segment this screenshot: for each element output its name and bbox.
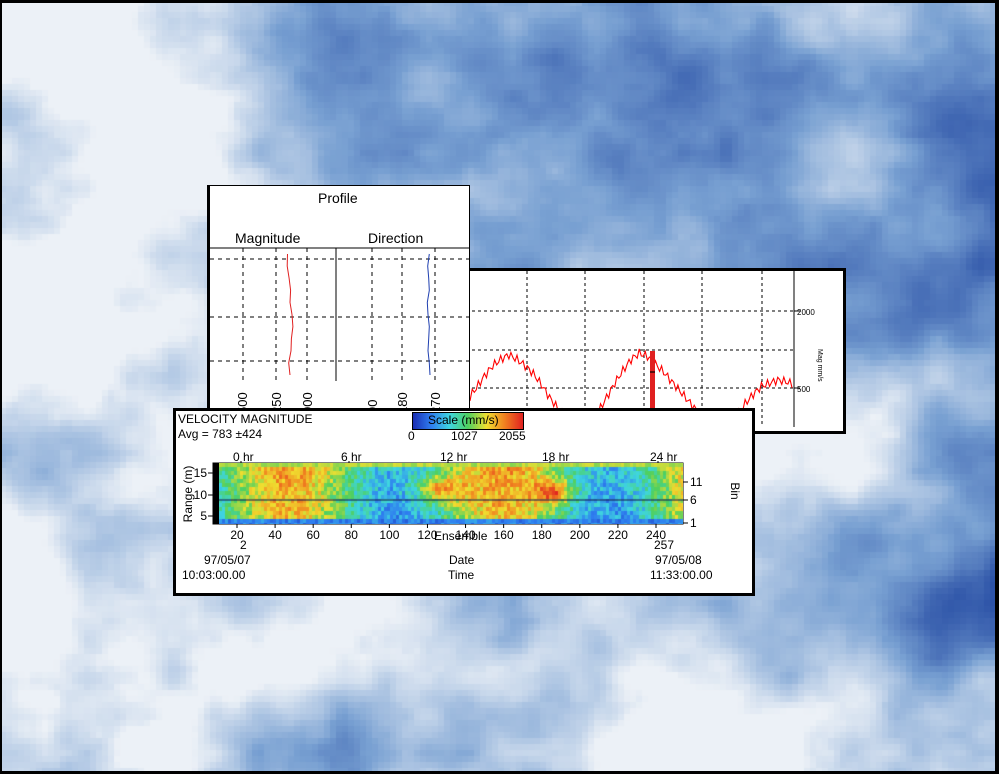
y-tick-2000: 2000 [797, 308, 815, 317]
velocity-heatmap-axes: 0 hr 6 hr 12 hr 18 hr 24 hr Range (m) 15105 … [181, 450, 742, 542]
y-tick-500: 500 [797, 385, 811, 394]
hour-tick-4: 24 hr [650, 450, 677, 464]
ensemble-tick-80: 80 [345, 528, 359, 542]
hour-tick-2: 12 hr [440, 450, 467, 464]
ensemble-tick-180: 180 [532, 528, 552, 542]
scale-tick-0: 0 [408, 429, 415, 443]
bin-tick-0: 11 [690, 475, 703, 489]
velocity-heatmap [213, 463, 683, 524]
velocity-panel[interactable]: VELOCITY MAGNITUDE Avg = 783 ±424 Scale … [173, 408, 755, 596]
ensemble-tick-60: 60 [307, 528, 321, 542]
ensemble-end: 257 [654, 538, 675, 552]
bin-tick-2: 1 [690, 516, 697, 530]
bin-axis-label: Bin [728, 482, 742, 499]
ensemble-tick-40: 40 [268, 528, 282, 542]
time-end: 11:33:00.00 [650, 568, 713, 582]
ensemble-tick-160: 160 [494, 528, 514, 542]
range-tick-0: 15 [194, 466, 208, 480]
bin-tick-1: 6 [690, 493, 697, 507]
color-scale-bar [412, 412, 524, 430]
ensemble-tick-140: 140 [456, 528, 476, 542]
ensemble-label: Ensemble [434, 529, 488, 543]
scale-tick-1027: 1027 [451, 429, 478, 443]
ensemble-tick-200: 200 [570, 528, 590, 542]
hour-tick-1: 6 hr [341, 450, 362, 464]
ensemble-tick-20: 20 [230, 528, 244, 542]
spike-marker [650, 351, 655, 425]
ensemble-start: 2 [240, 538, 247, 552]
ensemble-tick-220: 220 [608, 528, 628, 542]
range-tick-1: 10 [194, 488, 208, 502]
date-end: 97/05/08 [655, 553, 702, 567]
ensemble-tick-240: 240 [646, 528, 666, 542]
date-label: Date [449, 553, 475, 567]
average-label: Avg = 783 ±424 [178, 427, 263, 441]
profile-panel[interactable]: Profile Magnitude Direction 500 250 000 90 1… [207, 185, 470, 416]
date-start: 97/05/07 [204, 553, 251, 567]
magnitude-profile-line [286, 253, 294, 376]
direction-profile-line [426, 253, 431, 376]
scale-label: Scale (mm/s) [428, 413, 499, 427]
velocity-title: VELOCITY MAGNITUDE [178, 412, 313, 426]
profile-plot: Profile Magnitude Direction 500 250 000 90 1… [210, 190, 469, 414]
magnitude-label: Magnitude [235, 230, 301, 246]
timeseries-plot: 2000 500 Mag mm/s [459, 271, 823, 436]
heatmap-left-bar [213, 463, 219, 524]
timeseries-panel[interactable]: 2000 500 Mag mm/s [457, 268, 846, 436]
range-tick-2: 5 [200, 509, 207, 523]
scale-tick-2055: 2055 [499, 429, 526, 443]
ensemble-tick-100: 100 [379, 528, 399, 542]
ensemble-tick-120: 120 [417, 528, 437, 542]
range-axis-label: Range (m) [181, 466, 195, 523]
hour-tick-0: 0 hr [233, 450, 254, 464]
time-label: Time [448, 568, 475, 582]
time-start: 10:03:00.00 [182, 568, 246, 582]
direction-label: Direction [368, 230, 423, 246]
y-axis-label: Mag mm/s [816, 349, 823, 382]
hour-tick-3: 18 hr [542, 450, 569, 464]
profile-title: Profile [318, 190, 358, 206]
